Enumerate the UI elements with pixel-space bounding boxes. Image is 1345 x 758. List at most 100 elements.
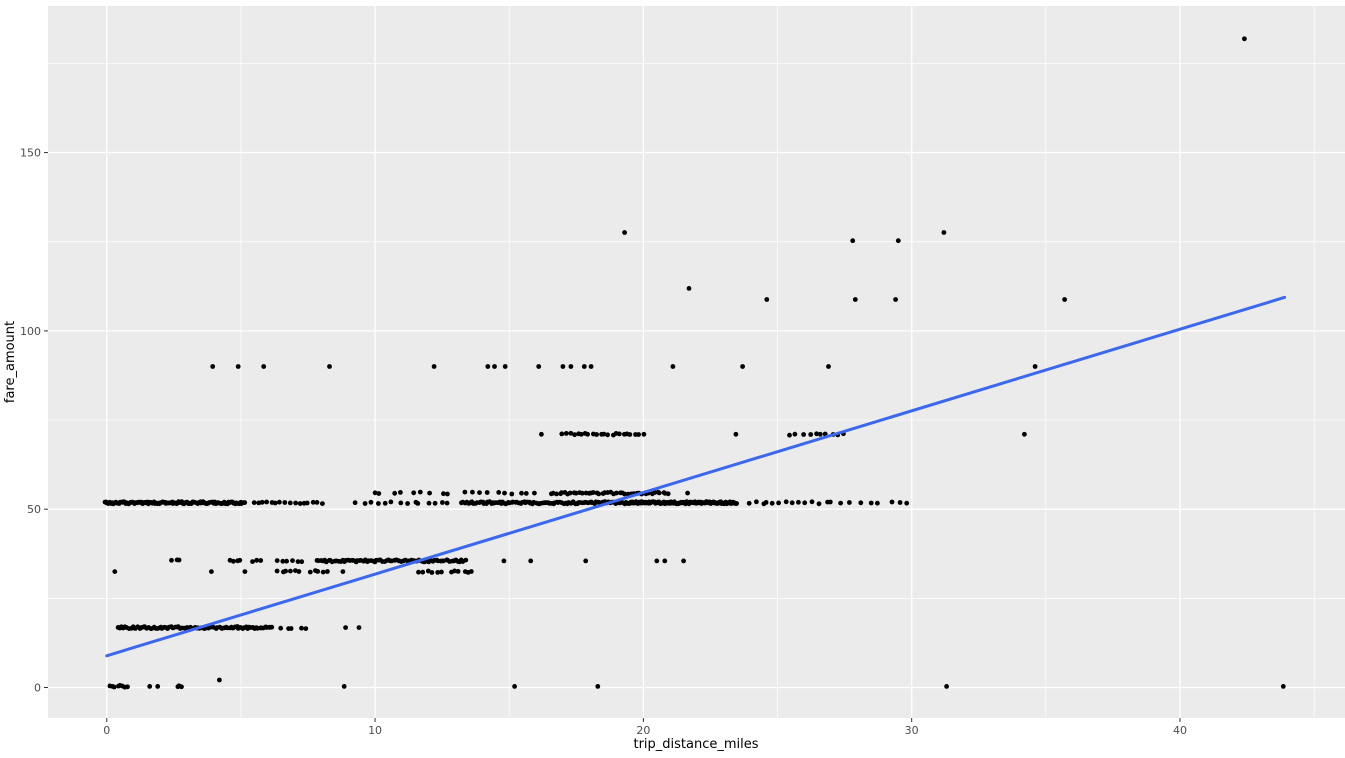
scatter-point (769, 500, 775, 506)
scatter-point (432, 500, 438, 506)
scatter-point (444, 500, 450, 506)
scatter-point (290, 558, 295, 563)
scatter-point (539, 431, 544, 437)
scatter-point (670, 364, 676, 369)
scatter-point (568, 364, 574, 369)
y-tick-label: 100 (20, 325, 41, 338)
scatter-point (852, 297, 858, 302)
scatter-point (585, 431, 590, 437)
scatter-point (875, 500, 880, 506)
scatter-point (176, 557, 182, 563)
scatter-point (431, 364, 437, 369)
scatter-point (250, 559, 255, 564)
axis-tick-marks (44, 152, 1181, 722)
scatter-point (352, 500, 358, 506)
scatter-point (617, 431, 622, 437)
scatter-point (169, 557, 174, 563)
scatter-point (764, 297, 770, 302)
scatter-point (155, 684, 161, 689)
scatter-point (416, 569, 421, 575)
scatter-point (560, 364, 566, 369)
scatter-point (435, 570, 441, 575)
scatter-point (125, 684, 130, 690)
scatter-point (272, 500, 278, 506)
scatter-point (296, 569, 302, 574)
scatter-point (554, 491, 559, 497)
scatter-point (801, 432, 806, 437)
y-axis-title: fare_amount (3, 321, 18, 403)
scatter-point (470, 489, 475, 495)
scatter-point (327, 364, 332, 369)
scatter-point (559, 431, 565, 437)
scatter-point (733, 431, 739, 437)
scatter-point (622, 491, 627, 497)
scatter-point (850, 238, 856, 244)
scatter-point (802, 500, 808, 506)
scatter-point (217, 677, 222, 683)
scatter-point (588, 364, 594, 369)
scatter-point (288, 626, 294, 631)
scatter-point (681, 558, 686, 564)
scatter-point (284, 558, 289, 564)
scatter-point (1032, 364, 1038, 369)
scatter-point (278, 625, 284, 631)
scatter-point (111, 684, 117, 690)
scatter-point (838, 500, 843, 506)
major-gridlines (48, 6, 1345, 718)
scatter-point (231, 558, 236, 564)
scatter-point (307, 569, 313, 575)
scatter-point (274, 568, 280, 574)
scatter-point (274, 558, 280, 563)
scatter-point (315, 569, 321, 574)
scatter-point (796, 499, 801, 505)
scatter-point (439, 569, 444, 575)
x-tick-label: 40 (1173, 724, 1187, 737)
scatter-point (686, 286, 692, 291)
scatter-point (297, 501, 303, 506)
scatter-point (282, 500, 288, 505)
scatter-point (572, 432, 577, 438)
scatter-point (595, 684, 601, 689)
y-tick-label: 50 (27, 503, 41, 516)
scatter-point (1280, 684, 1286, 689)
y-tick-label: 0 (34, 682, 41, 695)
scatter-point (462, 489, 468, 495)
scatter-point (415, 501, 421, 506)
scatter-point (325, 569, 330, 574)
x-axis-title: trip_distance_miles (633, 737, 758, 752)
scatter-point (605, 432, 610, 438)
scatter-point (452, 568, 457, 574)
scatter-point (376, 501, 381, 506)
scatter-point (789, 500, 795, 506)
scatter-point (654, 558, 660, 564)
scatter-point (578, 431, 584, 437)
scatter-point (372, 490, 378, 496)
scatter-point (822, 431, 828, 437)
scatter-point (827, 499, 833, 505)
scatter-point (583, 558, 589, 564)
scatter-point (295, 559, 301, 564)
scatter-point (502, 364, 508, 369)
scatter-point (746, 500, 752, 506)
scatter-point (398, 490, 403, 495)
scatter-point (485, 364, 491, 369)
scatter-point (484, 490, 490, 495)
scatter-point (1022, 431, 1027, 437)
scatter-point (596, 491, 602, 497)
scatter-point (356, 625, 362, 630)
scatter-point (320, 501, 325, 506)
scatter-point (388, 499, 394, 505)
scatter-point (210, 364, 216, 369)
scatter-point (581, 364, 587, 369)
scatter-point (269, 624, 275, 630)
scatter-point (641, 431, 647, 437)
scatter-point (209, 569, 214, 574)
smooth-line (105, 295, 1287, 658)
scatter-point (463, 557, 469, 563)
scatter-point (893, 297, 898, 302)
scatter-point (776, 500, 781, 506)
scatter-point (340, 569, 346, 574)
scatter-point (941, 230, 947, 235)
